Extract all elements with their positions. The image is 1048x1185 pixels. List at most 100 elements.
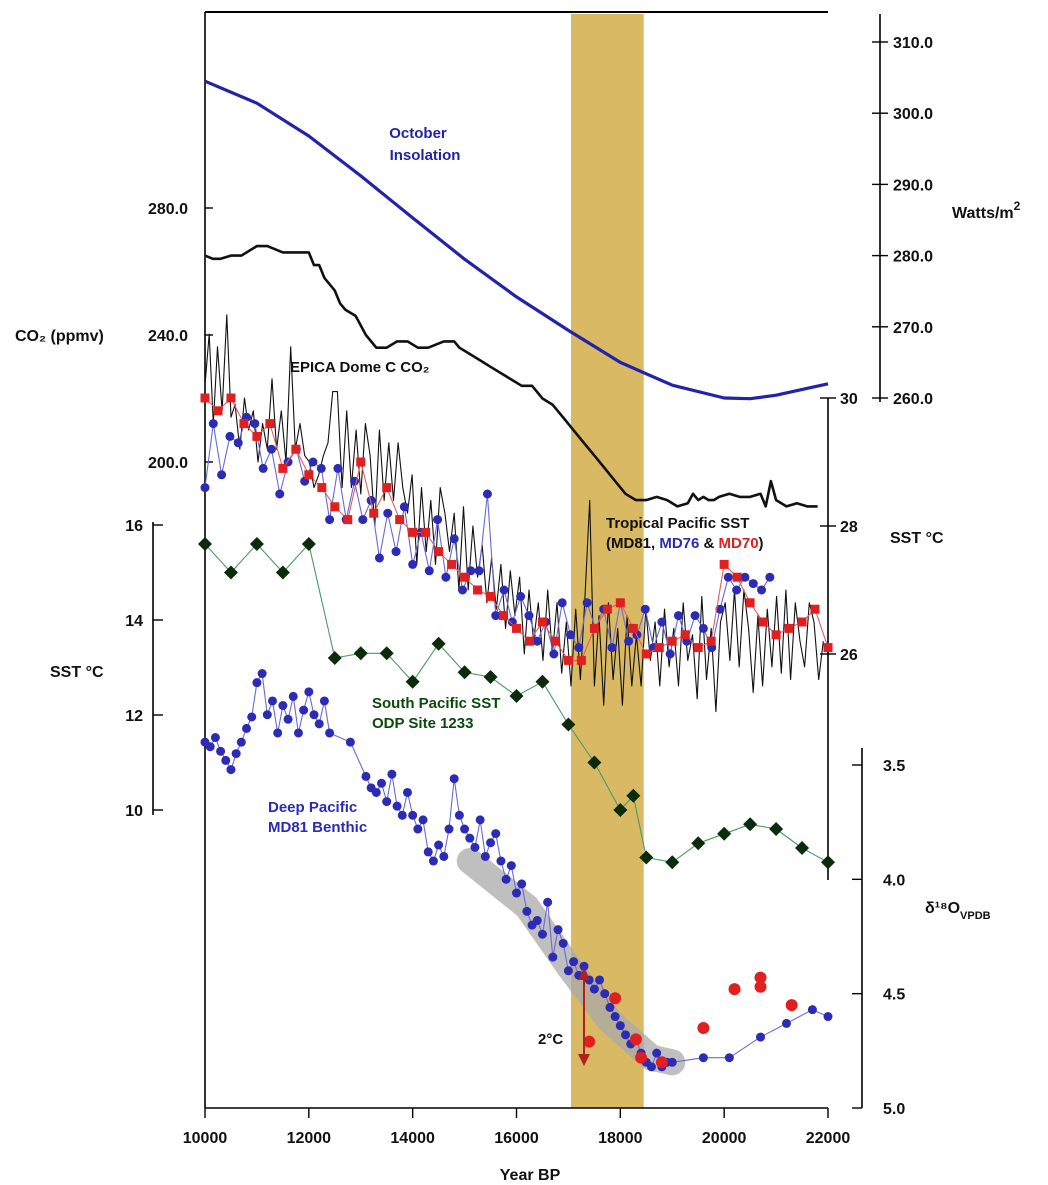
data-point [754,971,767,984]
data-point [374,553,384,563]
data-point [810,604,820,614]
data-point [690,611,700,621]
data-point [460,824,470,834]
data-point [278,701,288,711]
data-point [314,719,324,729]
data-point [723,572,733,582]
south-sst-tick-label: 16 [125,518,143,535]
data-point [697,1021,710,1034]
data-point [582,598,592,608]
series-deep-pacific-red [583,971,798,1069]
tropical-label-line1: Tropical Pacific SST [606,515,749,532]
co2-series-label: EPICA Dome C CO₂ [290,359,429,376]
data-point [371,787,381,797]
data-point [613,803,628,817]
data-point [457,665,472,680]
data-point [771,630,781,640]
data-point [509,689,524,703]
data-point [418,815,428,825]
data-point [732,585,742,595]
data-point [754,980,767,993]
co2-axis-label: CO₂ (ppmv) [15,328,104,345]
data-point [583,1035,596,1048]
data-point [561,717,576,732]
data-point [641,649,651,659]
data-point [602,604,612,614]
data-point [655,1056,668,1069]
d18o-axis-label-sub: VPDB [960,910,991,922]
data-point [724,1053,734,1063]
data-point [757,585,767,595]
data-point [434,840,444,850]
insolation-tick-label: 290.0 [893,177,933,194]
data-point [605,1002,615,1012]
deep-label-line1: Deep Pacific [268,799,357,816]
x-tick-label: 12000 [287,1130,332,1147]
data-point [610,1012,620,1022]
data-point [765,572,775,582]
data-point [512,888,521,898]
d18o-tick-label: 3.5 [883,758,905,775]
delta-temperature-label: 2°C [538,1031,563,1048]
data-point [797,617,807,627]
data-point [745,598,755,608]
data-point [267,696,277,706]
data-point [639,850,654,865]
x-axis-label: Year BP [500,1167,561,1184]
data-point [439,851,449,861]
data-point [441,572,451,582]
data-point [333,463,343,473]
data-point [257,669,267,679]
axes: 10000 12000 14000 16000 18000 20000 22000 Year … [15,14,1021,1184]
data-point [434,547,444,557]
delta-arrow-head-up [578,968,590,980]
data-point [278,463,288,473]
data-point [423,847,433,857]
data-point [569,957,579,967]
data-point [717,826,732,841]
data-point [543,897,553,907]
data-point [223,565,238,580]
data-point [231,749,241,759]
data-point [823,1012,833,1022]
data-point [621,1030,631,1040]
data-point [233,438,243,448]
data-point [615,598,625,608]
data-point [242,723,252,733]
data-point [408,527,418,537]
data-point [496,856,506,866]
data-point [239,419,249,429]
data-point [408,810,418,820]
data-point [665,649,675,659]
data-point [444,824,454,834]
data-point [652,1048,662,1058]
data-point [473,585,483,595]
data-point [309,710,319,720]
deep-label-line2: MD81 Benthic [268,819,367,836]
data-point [646,1062,656,1072]
data-point [225,431,235,441]
data-point [474,566,484,576]
data-point [356,457,366,467]
data-point [563,966,573,976]
data-point [784,623,794,633]
data-point [291,444,301,454]
insolation-axis-label-sup: 2 [1014,199,1021,213]
data-point [491,611,501,621]
data-point [499,585,509,595]
data-point [275,565,290,580]
data-point [387,769,397,779]
data-point [667,1057,677,1067]
x-tick-label: 22000 [806,1130,851,1147]
tropical-label-md76: MD76 [659,535,699,552]
d18o-tick-label: 5.0 [883,1101,905,1118]
data-point [226,393,236,403]
data-point [392,801,402,811]
data-point [537,617,547,627]
data-point [273,728,283,738]
data-point [275,489,285,499]
data-point [200,393,210,403]
series-epica-dome-c-co [204,244,818,508]
data-point [216,746,226,756]
insolation-label-line2: Insolation [390,147,461,164]
